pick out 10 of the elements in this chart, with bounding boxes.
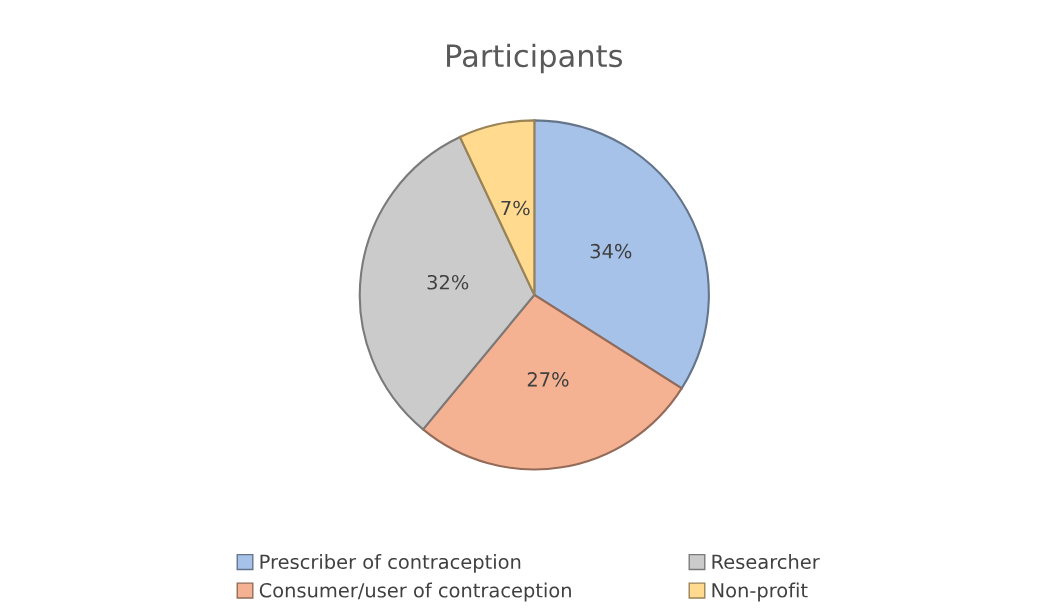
legend-label: Consumer/user of contraception — [259, 582, 571, 602]
legend-label: Researcher — [712, 554, 820, 570]
pie-slice — [422, 293, 683, 471]
legend-label: Non-profit — [712, 582, 808, 602]
data-label: 7% — [501, 200, 530, 216]
legend-label: Prescriber of contraception — [260, 554, 521, 573]
data-label: 32% — [427, 274, 469, 290]
data-label: 34% — [590, 243, 632, 259]
data-label: 27% — [527, 372, 569, 387]
chart-title: Participants — [447, 43, 623, 74]
